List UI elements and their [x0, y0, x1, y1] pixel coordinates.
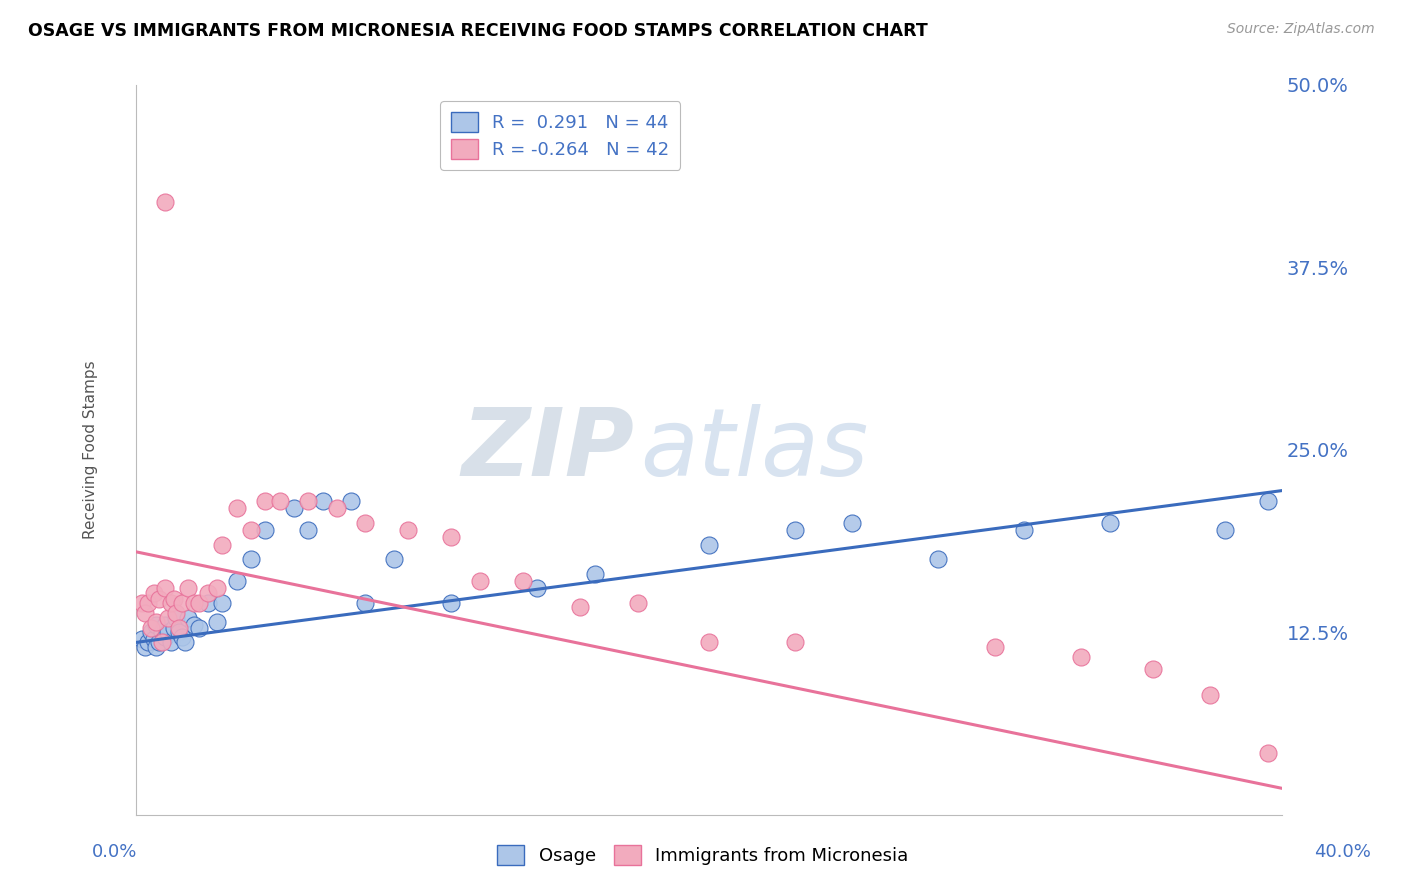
- Point: [183, 618, 205, 632]
- Point: [183, 596, 205, 610]
- Point: [1098, 516, 1121, 530]
- Point: [396, 523, 419, 537]
- Point: [1257, 493, 1279, 508]
- Point: [148, 591, 170, 606]
- Point: [1213, 523, 1236, 537]
- Point: [225, 501, 247, 516]
- Legend: R =  0.291   N = 44, R = -0.264   N = 42: R = 0.291 N = 44, R = -0.264 N = 42: [440, 102, 681, 170]
- Point: [311, 493, 333, 508]
- Point: [174, 635, 197, 649]
- Point: [239, 552, 262, 566]
- Point: [783, 635, 806, 649]
- Point: [1142, 662, 1164, 676]
- Point: [153, 194, 176, 209]
- Point: [697, 538, 720, 552]
- Point: [984, 640, 1007, 654]
- Point: [142, 586, 165, 600]
- Point: [697, 635, 720, 649]
- Point: [239, 523, 262, 537]
- Point: [148, 635, 170, 649]
- Text: 0.0%: 0.0%: [91, 843, 136, 861]
- Point: [145, 618, 167, 632]
- Point: [150, 635, 173, 649]
- Point: [153, 582, 176, 596]
- Point: [1257, 746, 1279, 760]
- Point: [354, 596, 377, 610]
- Point: [526, 582, 548, 596]
- Point: [583, 566, 606, 581]
- Point: [440, 530, 463, 544]
- Point: [205, 582, 228, 596]
- Point: [162, 621, 184, 635]
- Point: [626, 596, 648, 610]
- Point: [841, 516, 863, 530]
- Point: [172, 596, 194, 610]
- Point: [254, 493, 277, 508]
- Point: [153, 618, 176, 632]
- Point: [139, 625, 162, 640]
- Point: [1012, 523, 1035, 537]
- Point: [211, 538, 233, 552]
- Point: [150, 625, 173, 640]
- Point: [159, 635, 181, 649]
- Text: 40.0%: 40.0%: [1315, 843, 1371, 861]
- Point: [177, 610, 200, 624]
- Point: [1199, 688, 1222, 702]
- Point: [159, 596, 181, 610]
- Point: [136, 635, 159, 649]
- Point: [139, 621, 162, 635]
- Point: [162, 591, 184, 606]
- Point: [156, 625, 179, 640]
- Point: [326, 501, 349, 516]
- Point: [340, 493, 363, 508]
- Point: [927, 552, 949, 566]
- Point: [131, 596, 153, 610]
- Point: [1070, 650, 1092, 665]
- Point: [197, 586, 219, 600]
- Point: [197, 596, 219, 610]
- Point: [382, 552, 405, 566]
- Point: [297, 523, 319, 537]
- Point: [166, 610, 188, 624]
- Point: [156, 610, 179, 624]
- Point: [188, 621, 211, 635]
- Point: [169, 621, 191, 635]
- Point: [145, 640, 167, 654]
- Point: [440, 596, 463, 610]
- Point: [225, 574, 247, 588]
- Point: [134, 606, 156, 620]
- Point: [145, 615, 167, 629]
- Text: OSAGE VS IMMIGRANTS FROM MICRONESIA RECEIVING FOOD STAMPS CORRELATION CHART: OSAGE VS IMMIGRANTS FROM MICRONESIA RECE…: [28, 22, 928, 40]
- Text: Source: ZipAtlas.com: Source: ZipAtlas.com: [1227, 22, 1375, 37]
- Point: [166, 606, 188, 620]
- Point: [131, 632, 153, 647]
- Point: [172, 630, 194, 644]
- Point: [468, 574, 491, 588]
- Point: [188, 596, 211, 610]
- Legend: Osage, Immigrants from Micronesia: Osage, Immigrants from Micronesia: [491, 838, 915, 872]
- Point: [142, 632, 165, 647]
- Point: [569, 600, 592, 615]
- Point: [211, 596, 233, 610]
- Point: [512, 574, 534, 588]
- Point: [205, 615, 228, 629]
- Point: [254, 523, 277, 537]
- Point: [283, 501, 305, 516]
- Point: [134, 640, 156, 654]
- Point: [269, 493, 291, 508]
- Point: [153, 630, 176, 644]
- Point: [169, 625, 191, 640]
- Point: [177, 582, 200, 596]
- Text: Receiving Food Stamps: Receiving Food Stamps: [83, 360, 98, 539]
- Point: [783, 523, 806, 537]
- Point: [354, 516, 377, 530]
- Text: ZIP: ZIP: [461, 404, 634, 496]
- Text: atlas: atlas: [640, 404, 869, 495]
- Point: [136, 596, 159, 610]
- Point: [297, 493, 319, 508]
